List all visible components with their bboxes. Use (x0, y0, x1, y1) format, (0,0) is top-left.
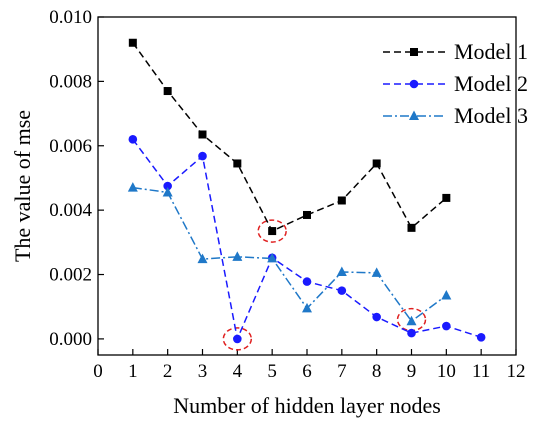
data-point (303, 210, 311, 219)
data-point (441, 289, 452, 300)
data-point (302, 302, 312, 313)
y-tick-label: 0.008 (49, 71, 92, 92)
data-point (198, 151, 207, 161)
y-tick-label: 0.002 (49, 265, 92, 286)
legend-marker (409, 110, 419, 120)
x-tick-label: 1 (128, 361, 138, 382)
x-tick-label: 3 (198, 361, 208, 382)
y-tick-label: 0.006 (49, 136, 92, 157)
series-group (127, 38, 486, 344)
legend-label: Model 1 (454, 39, 528, 64)
data-point (127, 182, 138, 192)
x-tick-label: 0 (93, 361, 103, 382)
data-point (371, 267, 382, 277)
data-point (163, 87, 172, 96)
series-2 (128, 135, 486, 344)
data-point (336, 266, 347, 276)
x-tick-label: 4 (233, 361, 243, 382)
highlight-circle (222, 327, 253, 351)
legend: Model 1 Model 2 Model 3 (383, 39, 528, 128)
data-point (337, 196, 346, 205)
data-point (197, 253, 208, 264)
data-point (442, 193, 451, 202)
x-tick-label: 6 (302, 361, 312, 382)
x-tick-label: 7 (337, 361, 347, 382)
data-point (232, 251, 243, 261)
x-tick-label: 8 (372, 361, 382, 382)
data-point (372, 312, 381, 322)
x-tick-label: 12 (507, 361, 526, 382)
data-point (268, 227, 277, 236)
series-line (132, 186, 447, 323)
highlight-circle (257, 219, 287, 243)
x-tick-label: 9 (407, 361, 417, 382)
data-point (267, 252, 278, 263)
legend-label: Model 2 (454, 71, 528, 96)
data-point (128, 38, 137, 47)
x-tick-label: 10 (437, 361, 456, 382)
data-point (406, 315, 417, 326)
legend-marker (410, 48, 418, 56)
annotations (222, 219, 427, 351)
data-point (128, 135, 138, 144)
series-line (132, 42, 447, 233)
axes: 0 1 2 3 4 5 6 7 8 9 10 11 120.0000.0020.0040.0060.00… (49, 7, 525, 382)
legend-item: Model 3 (383, 103, 528, 128)
x-axis-title: Number of hidden layer nodes (173, 393, 441, 418)
data-point (407, 328, 416, 338)
series-1 (128, 38, 451, 236)
legend-item: Model 2 (383, 71, 528, 96)
legend-label: Model 3 (454, 103, 528, 128)
data-point (302, 277, 312, 286)
data-point (337, 286, 347, 295)
data-point (372, 159, 381, 168)
y-tick-label: 0.004 (49, 200, 92, 221)
data-point (442, 321, 451, 331)
y-axis-title: The value of mse (10, 110, 35, 262)
data-point (162, 186, 173, 197)
y-tick-label: 0.000 (49, 329, 92, 350)
data-point (163, 181, 172, 191)
data-point (233, 159, 242, 168)
data-point (198, 130, 207, 139)
data-point (233, 334, 242, 344)
series-3 (127, 182, 452, 326)
legend-marker (409, 79, 419, 89)
x-tick-label: 2 (163, 361, 173, 382)
data-point (476, 332, 486, 342)
data-point (407, 223, 416, 232)
y-tick-label: 0.010 (49, 7, 92, 28)
x-tick-label: 5 (267, 361, 277, 382)
x-tick-label: 11 (472, 361, 490, 382)
legend-item: Model 1 (383, 39, 528, 64)
